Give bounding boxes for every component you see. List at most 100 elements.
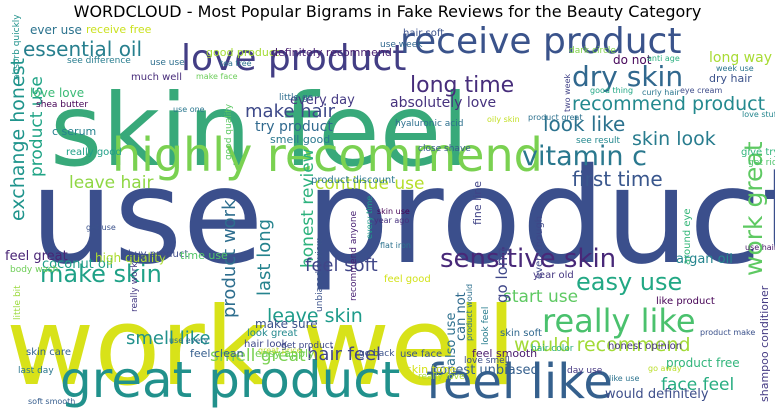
word-first-time: first time [572, 167, 663, 191]
word-feel-soft: feel soft [305, 255, 378, 276]
word-like-product: like product [656, 296, 715, 307]
word-look-great: look great [247, 328, 298, 339]
word-feel-good: feel good [384, 274, 431, 285]
word-product-free: product free [666, 356, 740, 370]
word-coconut-oil: coconut oil [42, 257, 113, 272]
word-skin-care: skin care [26, 347, 71, 358]
word-feel-great: feel great [5, 249, 68, 264]
word-really-good: really good [66, 147, 122, 158]
word-get-product: get product [281, 341, 334, 351]
word-oily-skin: oily skin [487, 115, 520, 124]
word-really-love: really love [418, 372, 465, 382]
word-product-would: product would [465, 284, 474, 341]
word-love-smell: love smell [464, 356, 510, 366]
word-skin-use: skin use [377, 207, 410, 216]
word-even-though: even though [534, 216, 545, 279]
word-recommend-product: recommend product [572, 93, 765, 115]
word-see-result: see result [576, 136, 621, 146]
word-year-ago: year ago [374, 216, 409, 225]
word-soft-smooth: soft smooth [28, 397, 75, 406]
word-buy-product: buy product [128, 249, 188, 260]
word-give-try: give try [741, 147, 775, 158]
word-smell-like: smell like [126, 328, 211, 349]
word-recommend-anyone: recommend anyone [349, 210, 359, 301]
word-get-use: get use [86, 223, 116, 232]
word-skin-feel: skin feel [50, 72, 469, 189]
word-leave-hair: leave hair [69, 173, 153, 193]
word-two-week: two week [563, 73, 572, 112]
word-eye-cream: eye cream [680, 86, 722, 95]
word-go-back: go back [359, 349, 395, 359]
word-try-product: try product [255, 119, 333, 135]
word-see-difference: see difference [67, 56, 131, 66]
word-dry-skin: dry skin [572, 60, 683, 93]
word-shampoo-conditioner: shampoo conditioner [758, 285, 771, 402]
word-dark-circle: dark circle [569, 46, 616, 56]
word-smell-great: smell great [210, 346, 306, 366]
word-last-long: last long [254, 219, 275, 296]
word-body-wash: body wash [10, 265, 58, 275]
word-vitamin-c: vitamin c [522, 141, 647, 172]
word-go-away: go away [648, 364, 682, 373]
word-hair-look: hair look [244, 339, 288, 350]
word-feel-clean: feel clean [190, 347, 244, 360]
word-long-way: long way [709, 50, 772, 66]
word-time-use: time use [180, 249, 228, 262]
word-shea-butter: shea butter [36, 100, 88, 110]
word-product-make: product make [700, 328, 755, 337]
word-argan-oil: argan oil [676, 252, 733, 267]
word-easy-apply: easy apply [255, 347, 315, 360]
word-continue-use: continue use [315, 174, 424, 194]
word-great-price: great price [258, 346, 302, 355]
word-face-feel: face feel [661, 375, 734, 395]
word-curly-hair: curly hair [642, 88, 680, 97]
word-would-definitely: would definitely [605, 387, 709, 402]
word-c-serum: c serum [52, 125, 96, 138]
word-anti-age: anti age [647, 54, 680, 63]
word-year-old: year old [533, 270, 574, 281]
word-skin-soft: skin soft [500, 328, 542, 339]
word-make-hair: make hair [245, 101, 336, 122]
word-good-thing: good thing [590, 86, 633, 95]
word-last-day: last day [18, 366, 54, 376]
word-absolutely-love: absolutely love [390, 95, 496, 111]
word-product-work: product work [219, 199, 240, 318]
word-feel-smooth: feel smooth [472, 347, 537, 360]
word-make-face: make face [196, 72, 238, 81]
word-skin-tone: skin tone [406, 363, 457, 376]
word-product-use: product use [27, 76, 47, 177]
word-long-time: long time [410, 73, 514, 98]
word-start-use: start use [503, 287, 578, 307]
word-work-well: work well [6, 285, 516, 410]
word-make-sure: make sure [255, 317, 318, 331]
word-definitely-recommend: definitely recommend [271, 46, 392, 59]
word-use-product: use product [30, 140, 775, 294]
word-good-product: good product [206, 46, 280, 59]
word-every-time: every time [365, 196, 374, 239]
word-around-eye: around eye [682, 208, 693, 265]
chart-title: WORDCLOUD - Most Popular Bigrams in Fake… [73, 2, 702, 21]
word-feel-like: feel like [426, 354, 613, 410]
word-do-not: do not [613, 53, 652, 67]
word-use-week: use week [380, 40, 423, 50]
word-go-long: go long [493, 247, 511, 303]
word-leave-skin: leave skin [267, 305, 363, 327]
word-skin-look: skin look [632, 128, 716, 150]
word-hair-color: hair color [531, 344, 574, 354]
word-hyaluronic-acid: hyaluronic acid [395, 119, 463, 129]
word-every-day: every day [290, 93, 355, 108]
word-love-stuff: love stuff [742, 110, 775, 119]
word-use-one: use one [173, 105, 205, 114]
word-easy-use: easy use [576, 268, 682, 296]
word-get-rid: get rid [748, 158, 775, 168]
word-work-great: work great [739, 141, 768, 276]
word-look-like: look like [543, 112, 625, 136]
word-sensitive-skin: sensitive skin [440, 244, 616, 274]
word-fine-line: fine line [471, 181, 484, 225]
word-can-not: can not [454, 292, 469, 341]
word-receive-free: receive free [86, 23, 152, 36]
word-receive-product: receive product [400, 21, 681, 62]
word-exchange-honest: exchange honest [7, 58, 29, 221]
word-dry-hair: dry hair [709, 72, 752, 85]
word-close-shave: close shave [418, 144, 471, 154]
